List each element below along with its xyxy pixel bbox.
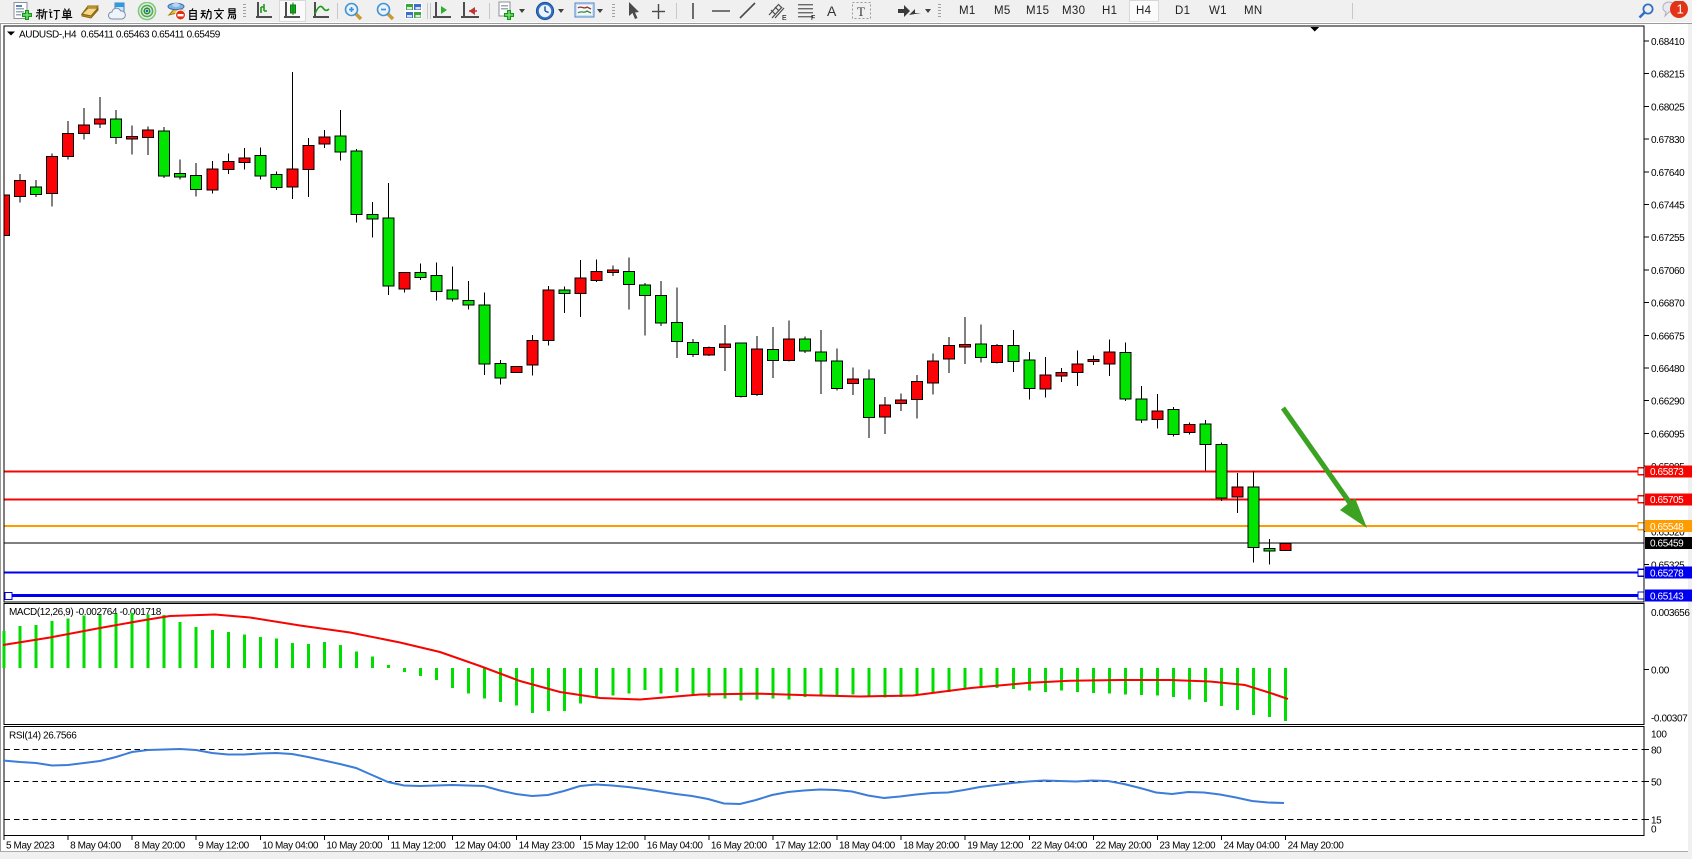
svg-text:18 May 20:00: 18 May 20:00 [903,841,960,852]
svg-text:80: 80 [1651,745,1662,756]
svg-text:16 May 04:00: 16 May 04:00 [647,841,704,852]
svg-text:0.66480: 0.66480 [1651,364,1685,375]
svg-text:0.67830: 0.67830 [1651,135,1685,146]
svg-text:0.66095: 0.66095 [1651,429,1685,440]
svg-text:0.65520: 0.65520 [1651,528,1685,539]
svg-text:5 May 2023: 5 May 2023 [6,841,55,852]
svg-text:-0.00307: -0.00307 [1651,714,1688,725]
svg-text:8 May 04:00: 8 May 04:00 [70,841,121,852]
svg-text:8 May 20:00: 8 May 20:00 [134,841,185,852]
svg-text:22 May 04:00: 22 May 04:00 [1031,841,1088,852]
svg-text:T: T [857,4,865,19]
svg-text:23 May 12:00: 23 May 12:00 [1159,841,1216,852]
svg-text:15 May 12:00: 15 May 12:00 [583,841,640,852]
svg-text:50: 50 [1651,777,1662,788]
svg-text:19 May 12:00: 19 May 12:00 [967,841,1024,852]
svg-text:0.65548: 0.65548 [1650,522,1684,533]
svg-text:24 May 20:00: 24 May 20:00 [1288,841,1345,852]
svg-text:0.003656: 0.003656 [1651,608,1690,619]
svg-text:F: F [811,15,815,21]
svg-text:0.67445: 0.67445 [1651,201,1685,212]
svg-text:MACD(12,26,9) -0.002764 -0.001: MACD(12,26,9) -0.002764 -0.001718 [9,607,162,618]
svg-text:0.00: 0.00 [1651,666,1670,677]
svg-text:17 May 12:00: 17 May 12:00 [775,841,832,852]
svg-text:RSI(14) 26.7566: RSI(14) 26.7566 [9,731,77,742]
svg-text:14 May 23:00: 14 May 23:00 [519,841,576,852]
svg-text:0.65873: 0.65873 [1650,467,1684,478]
svg-text:0.65325: 0.65325 [1651,561,1685,572]
svg-text:0.68215: 0.68215 [1651,70,1685,81]
svg-text:0.68410: 0.68410 [1651,37,1685,48]
svg-text:0.66675: 0.66675 [1651,331,1685,342]
svg-text:0.65143: 0.65143 [1650,591,1684,602]
svg-text:11 May 12:00: 11 May 12:00 [391,841,447,852]
svg-text:10 May 04:00: 10 May 04:00 [262,841,319,852]
svg-text:16 May 20:00: 16 May 20:00 [711,841,768,852]
svg-text:0: 0 [1651,825,1657,836]
svg-text:10 May 20:00: 10 May 20:00 [326,841,383,852]
svg-text:0.67255: 0.67255 [1651,233,1685,244]
svg-text:100: 100 [1651,730,1667,741]
svg-text:15: 15 [1651,816,1662,827]
svg-text:9 May 12:00: 9 May 12:00 [198,841,249,852]
svg-text:1: 1 [1677,2,1684,17]
svg-text:0.65459: 0.65459 [1650,539,1684,550]
svg-text:12 May 04:00: 12 May 04:00 [455,841,512,852]
svg-text:0.68025: 0.68025 [1651,102,1685,113]
svg-text:0.67640: 0.67640 [1651,168,1685,179]
svg-text:E: E [782,15,787,21]
svg-text:0.65705: 0.65705 [1650,495,1684,506]
svg-text:18 May 04:00: 18 May 04:00 [839,841,896,852]
svg-text:AUDUSD-,H4 0.65411 0.65463 0.: AUDUSD-,H4 0.65411 0.65463 0.65411 0.654… [19,30,221,41]
svg-text:0.66290: 0.66290 [1651,397,1685,408]
svg-text:0.67060: 0.67060 [1651,266,1685,277]
svg-text:0.66870: 0.66870 [1651,299,1685,310]
svg-text:22 May 20:00: 22 May 20:00 [1095,841,1152,852]
svg-text:24 May 04:00: 24 May 04:00 [1224,841,1281,852]
svg-text:0.65278: 0.65278 [1650,568,1684,579]
